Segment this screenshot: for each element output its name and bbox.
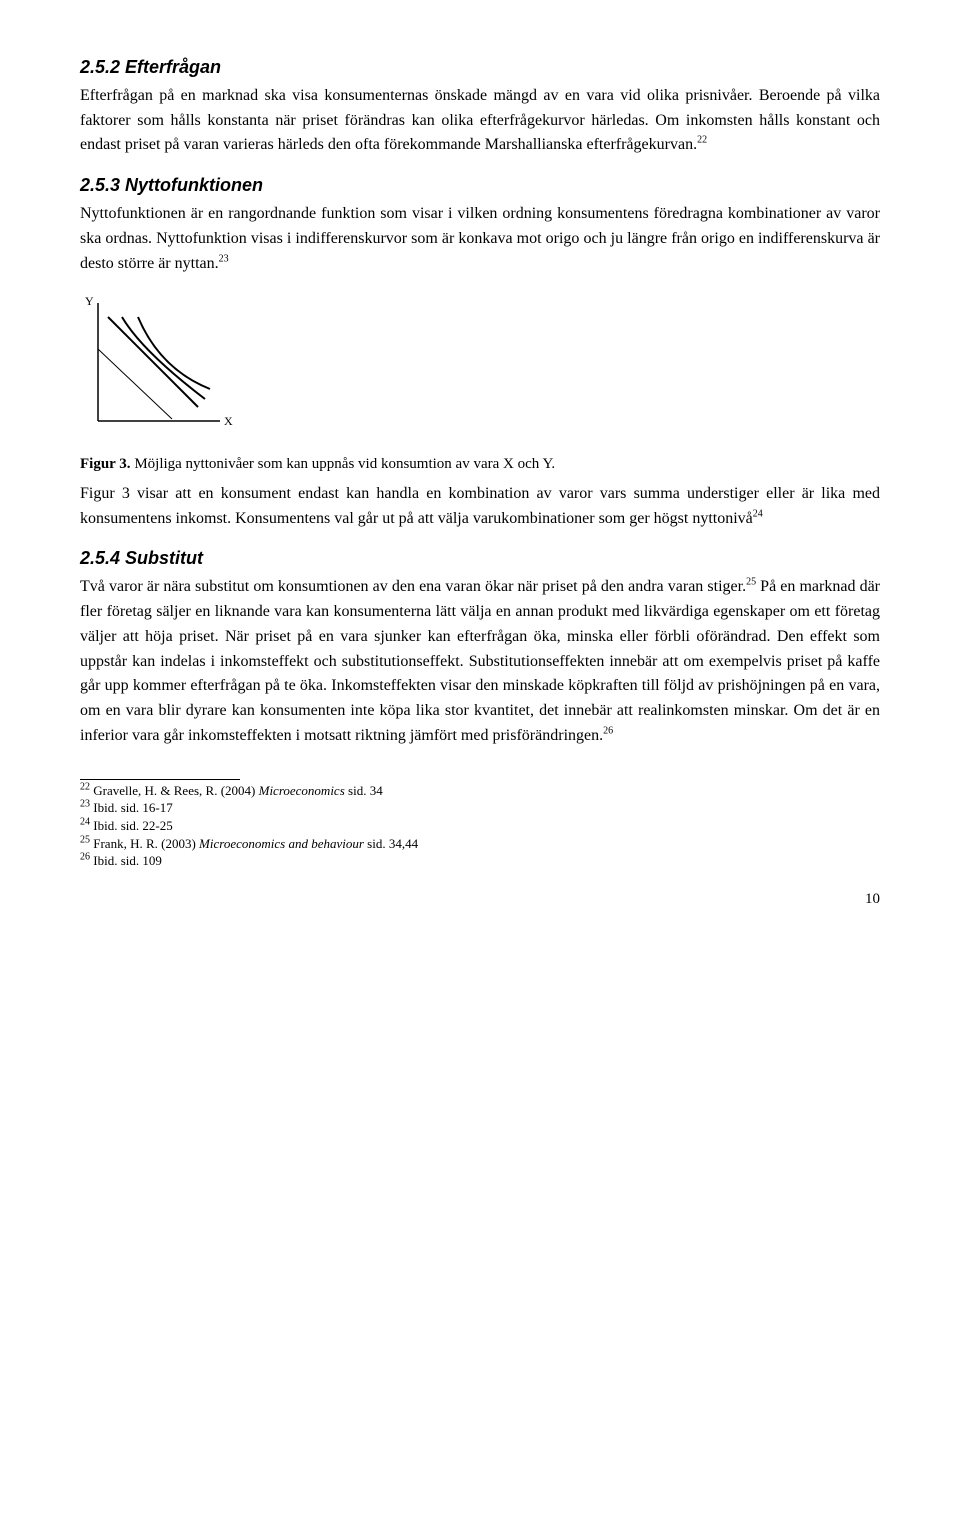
footnote-separator (80, 779, 240, 780)
footnote-num-26: 26 (80, 852, 90, 863)
footnote-25: 25 Frank, H. R. (2003) Microeconomics an… (80, 835, 880, 853)
section-body-253: Nyttofunktionen är en rangordnande funkt… (80, 202, 880, 276)
section-body-252: Efterfrågan på en marknad ska visa konsu… (80, 84, 880, 158)
footnote-23: 23 Ibid. sid. 16-17 (80, 799, 880, 817)
figure-3-caption: Figur 3. Möjliga nyttonivåer som kan upp… (80, 453, 880, 476)
text-254a: Två varor är nära substitut om konsumtio… (80, 578, 746, 595)
footnote-ref-26: 26 (603, 726, 613, 737)
text-253: Nyttofunktionen är en rangordnande funkt… (80, 205, 880, 272)
footnote-num-25: 25 (80, 834, 90, 845)
text-252: Efterfrågan på en marknad ska visa konsu… (80, 87, 880, 154)
svg-text:Y: Y (85, 294, 94, 308)
footnote-num-22: 22 (80, 782, 90, 793)
section-heading-254: 2.5.4 Substitut (80, 545, 880, 573)
section-heading-252: 2.5.2 Efterfrågan (80, 54, 880, 82)
indifference-curves-chart: YX (80, 289, 240, 449)
footnote-25-a: Frank, H. R. (2003) (90, 836, 199, 851)
svg-text:X: X (224, 414, 233, 428)
footnote-22-b: sid. 34 (345, 783, 383, 798)
footnote-26: 26 Ibid. sid. 109 (80, 852, 880, 870)
footnotes-block: 22 Gravelle, H. & Rees, R. (2004) Microe… (80, 782, 880, 870)
footnote-ref-23: 23 (219, 253, 229, 264)
text-after-fig: Figur 3 visar att en konsument endast ka… (80, 485, 880, 527)
section-heading-253: 2.5.3 Nyttofunktionen (80, 172, 880, 200)
footnote-num-23: 23 (80, 799, 90, 810)
footnote-ref-25: 25 (746, 577, 756, 588)
figure-3-caption-label: Figur 3. (80, 456, 131, 472)
footnote-22-a: Gravelle, H. & Rees, R. (2004) (90, 783, 259, 798)
footnote-ref-22: 22 (697, 135, 707, 146)
footnote-num-24: 24 (80, 817, 90, 828)
footnote-25-b: sid. 34,44 (364, 836, 418, 851)
figure-3-caption-text: Möjliga nyttonivåer som kan uppnås vid k… (131, 456, 556, 472)
footnote-23-text: Ibid. sid. 16-17 (90, 800, 173, 815)
figure-3: YX Figur 3. Möjliga nyttonivåer som kan … (80, 289, 880, 476)
page-number: 10 (80, 888, 880, 911)
footnote-24-text: Ibid. sid. 22-25 (90, 818, 173, 833)
paragraph-after-figure: Figur 3 visar att en konsument endast ka… (80, 482, 880, 532)
footnote-22-em: Microeconomics (259, 783, 345, 798)
section-body-254: Två varor är nära substitut om konsumtio… (80, 575, 880, 749)
footnote-25-em: Microeconomics and behaviour (199, 836, 364, 851)
footnote-24: 24 Ibid. sid. 22-25 (80, 817, 880, 835)
footnote-26-text: Ibid. sid. 109 (90, 853, 162, 868)
footnote-22: 22 Gravelle, H. & Rees, R. (2004) Microe… (80, 782, 880, 800)
footnote-ref-24: 24 (753, 508, 763, 519)
text-254b: På en marknad där fler företag säljer en… (80, 578, 880, 744)
